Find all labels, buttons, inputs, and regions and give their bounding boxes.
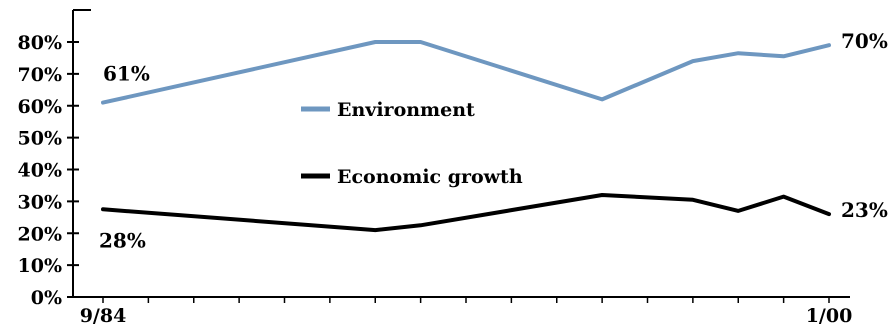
legend: Environment Economic growth [301,99,523,188]
y-tick-label: 70% [18,64,63,86]
y-axis: 0% 10% 20% 30% 40% 50% 60% 70% 80% [18,9,91,309]
data-label: 61% [103,62,150,86]
y-tick-label: 10% [18,255,63,277]
y-tick-label: 0% [31,287,62,309]
series-lines [101,40,831,233]
legend-label: Environment [337,99,475,121]
data-labels: 61% 70% 28% 23% [99,29,888,252]
y-tick-label: 20% [18,223,63,245]
legend-label: Economic growth [337,166,523,188]
x-tick-label: 1/00 [806,305,853,327]
series-line-economic-growth [101,193,831,233]
y-tick-label: 40% [18,160,63,182]
x-tick-label: 9/84 [80,305,127,327]
data-label: 28% [99,228,146,252]
y-tick-label: 50% [18,128,63,150]
y-tick-label: 60% [18,96,63,118]
data-label: 23% [841,198,888,222]
series-line-environment [101,40,831,105]
y-tick-label: 30% [18,191,63,213]
x-axis: 9/84 1/00 [73,296,853,327]
y-tick-label: 80% [18,32,63,54]
data-label: 70% [841,29,888,53]
